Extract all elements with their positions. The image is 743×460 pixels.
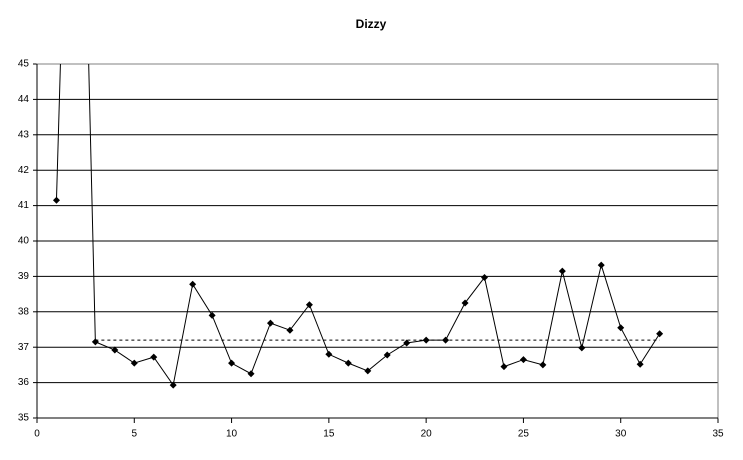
y-tick-label: 38 [18,306,30,317]
plot-area [52,64,664,389]
series-line [55,64,661,387]
data-point [286,326,294,334]
y-tick-label: 43 [18,129,30,140]
y-tick-label: 39 [18,271,30,282]
data-point [422,336,430,344]
data-point [169,381,177,389]
y-tick-label: 44 [18,94,30,105]
y-tick-label: 41 [18,200,30,211]
data-point [150,353,158,361]
data-point [656,330,664,338]
data-point [442,336,450,344]
data-point [636,360,644,368]
data-point [578,344,586,352]
data-point [403,339,411,347]
data-point [208,311,216,319]
y-tick-label: 36 [18,377,30,388]
x-tick-label: 30 [615,429,627,440]
y-tick-label: 40 [18,236,30,247]
data-point [481,273,489,281]
data-point [558,267,566,275]
data-point [52,196,60,204]
y-tick-label: 35 [18,413,30,424]
y-tick-label: 37 [18,342,30,353]
data-point [519,356,527,364]
data-point [189,280,197,288]
data-point [247,370,255,378]
data-point [500,363,508,371]
chart-title: Dizzy [356,17,387,31]
data-point [539,361,547,369]
x-tick-label: 25 [518,429,530,440]
x-tick-label: 10 [226,429,238,440]
data-point [383,351,391,359]
x-tick-label: 35 [712,429,724,440]
data-point [305,301,313,309]
data-point [364,367,372,375]
y-tick-label: 42 [18,165,30,176]
data-point [325,350,333,358]
x-tick-label: 20 [421,429,433,440]
y-tick-label: 45 [18,59,30,70]
data-point [344,359,352,367]
x-tick-label: 0 [34,429,40,440]
data-point [111,346,119,354]
data-point [130,359,138,367]
data-point [461,299,469,307]
x-tick-label: 15 [323,429,335,440]
data-point [266,319,274,327]
data-point [228,359,236,367]
x-tick-label: 5 [132,429,138,440]
data-point [617,324,625,332]
data-point [597,261,605,269]
data-point [91,338,99,346]
